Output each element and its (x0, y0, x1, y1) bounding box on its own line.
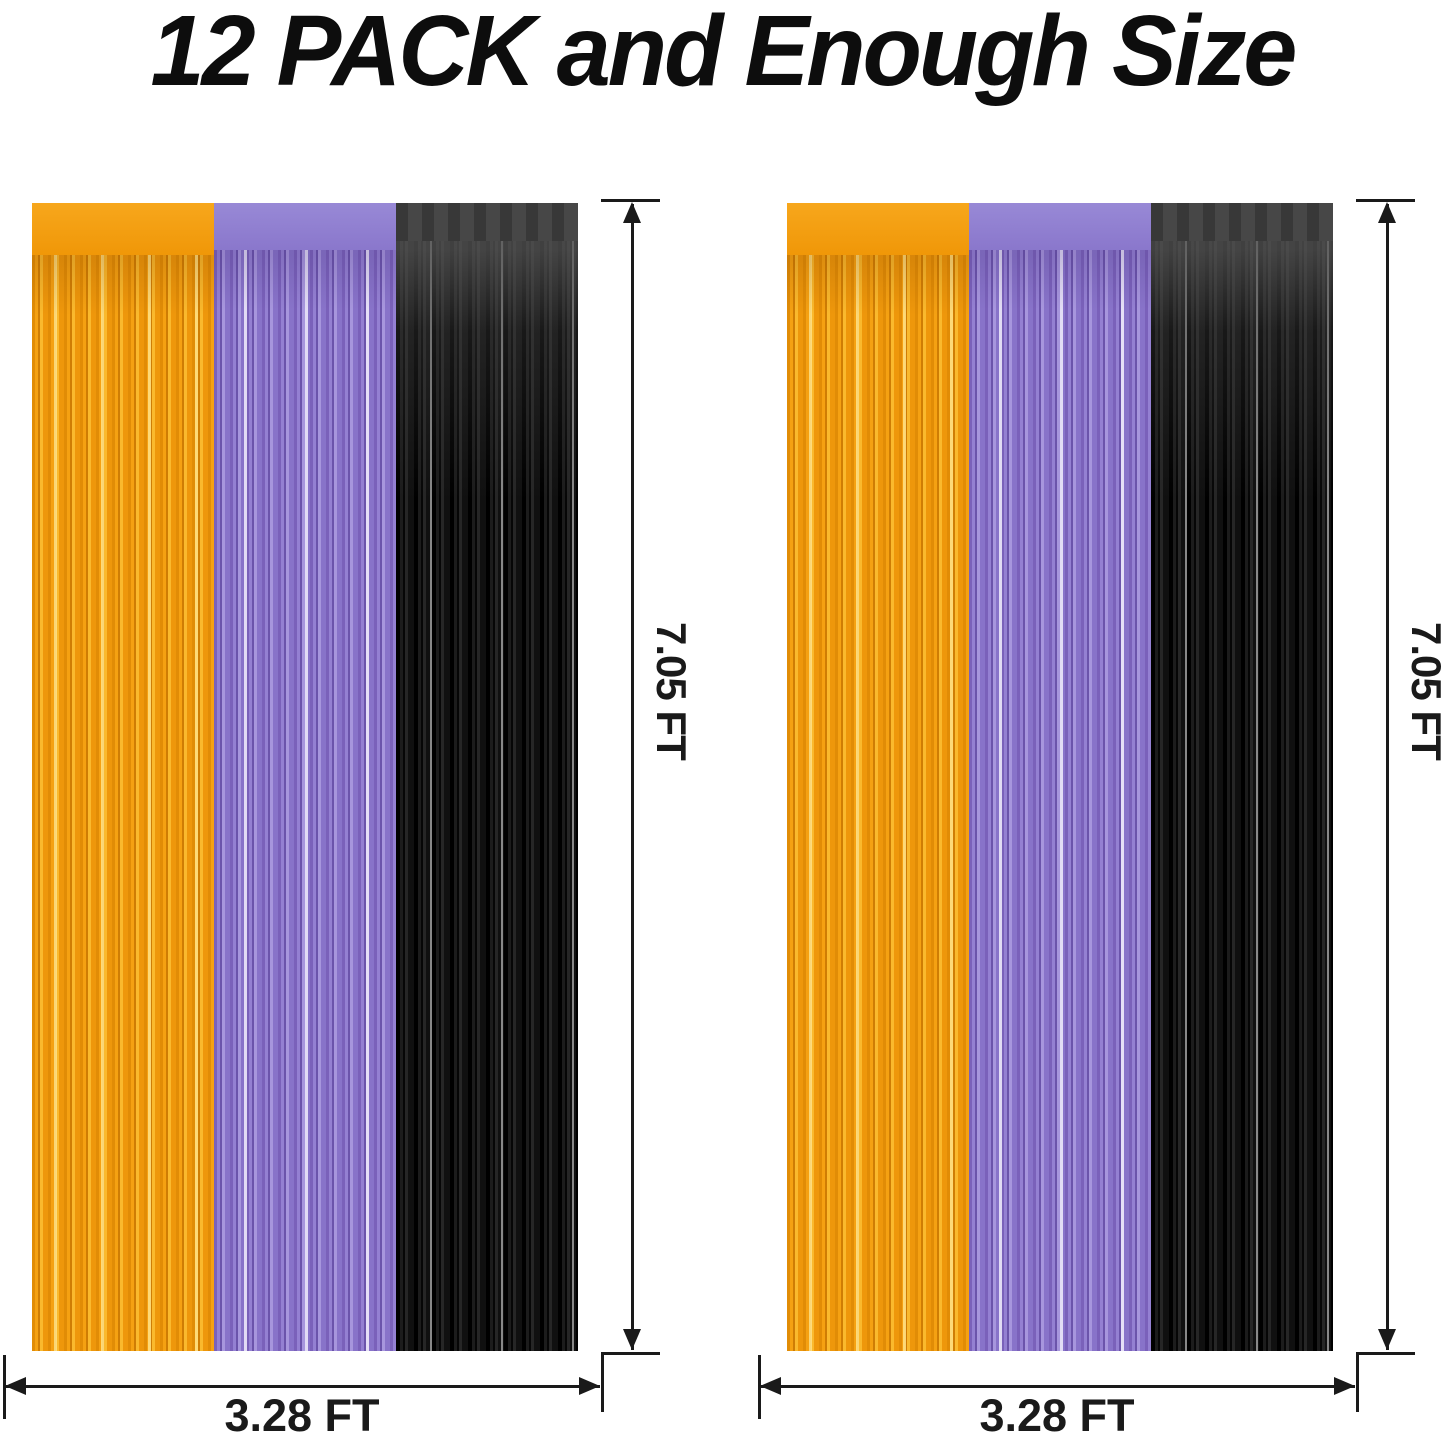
dimension-tick-top (1356, 199, 1415, 202)
height-label: 7.05 FT (1403, 622, 1445, 760)
height-label: 7.05 FT (648, 622, 695, 760)
arrow-left-icon (760, 1377, 781, 1395)
panel-fringe (787, 255, 969, 1351)
arrow-right-icon (1334, 1377, 1355, 1395)
foil-panel-purple (214, 203, 396, 1351)
arrow-up-icon (623, 202, 641, 223)
dimension-tick-bottom (601, 1352, 660, 1355)
dimension-tick-leg (601, 1352, 604, 1412)
height-dimension-line (631, 204, 634, 1350)
foil-curtain-photo (787, 203, 1333, 1351)
panel-fringe (1151, 241, 1333, 1351)
arrow-up-icon (1378, 202, 1396, 223)
panel-header-band (1151, 203, 1333, 241)
panel-fringe (214, 250, 396, 1351)
panel-header-band (969, 203, 1151, 250)
panel-header-band (396, 203, 578, 241)
foil-panel-orange (32, 203, 214, 1351)
page-title: 12 PACK and Enough Size (150, 0, 1298, 107)
arrow-down-icon (623, 1329, 641, 1350)
foil-panel-orange (787, 203, 969, 1351)
arrow-left-icon (5, 1377, 26, 1395)
foil-panel-black (1151, 203, 1333, 1351)
width-label: 3.28 FT (979, 1390, 1135, 1441)
arrow-down-icon (1378, 1329, 1396, 1350)
panel-header-band (214, 203, 396, 250)
width-dimension-line (761, 1385, 1355, 1388)
height-dimension-line (1386, 204, 1389, 1350)
width-dimension-line (6, 1385, 600, 1388)
dimension-tick-bottom (1356, 1352, 1415, 1355)
dimension-tick-leg (1356, 1352, 1359, 1412)
panel-fringe (969, 250, 1151, 1351)
arrow-right-icon (579, 1377, 600, 1395)
panel-header-band (787, 203, 969, 255)
dimension-tick-top (601, 199, 660, 202)
panel-fringe (32, 255, 214, 1351)
panel-fringe (396, 241, 578, 1351)
foil-curtain-photo (32, 203, 578, 1351)
panel-header-band (32, 203, 214, 255)
dimension-tick-left (758, 1355, 761, 1419)
curtain-set-left: 7.05 FT 3.28 FT (0, 0, 723, 1438)
width-label: 3.28 FT (224, 1390, 380, 1441)
foil-panel-black (396, 203, 578, 1351)
dimension-tick-left (3, 1355, 6, 1419)
foil-panel-purple (969, 203, 1151, 1351)
curtain-set-right: 7.05 FT 3.28 FT (755, 0, 1445, 1438)
